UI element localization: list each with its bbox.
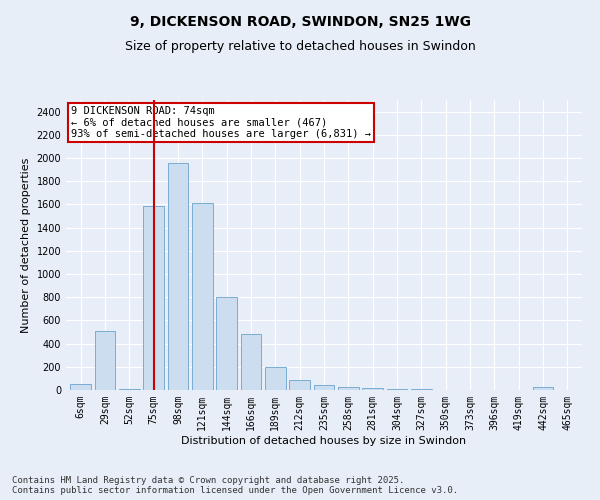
Bar	[289, 380, 310, 390]
Bar	[192, 203, 212, 390]
Bar	[216, 297, 237, 390]
Text: Size of property relative to detached houses in Swindon: Size of property relative to detached ho…	[125, 40, 475, 53]
Y-axis label: Number of detached properties: Number of detached properties	[21, 158, 31, 332]
Bar	[265, 368, 286, 390]
Bar	[314, 386, 334, 390]
Bar	[167, 162, 188, 390]
Bar	[95, 331, 115, 390]
Bar	[533, 387, 553, 390]
Text: 9 DICKENSON ROAD: 74sqm
← 6% of detached houses are smaller (467)
93% of semi-de: 9 DICKENSON ROAD: 74sqm ← 6% of detached…	[71, 106, 371, 139]
Bar	[143, 206, 164, 390]
Bar	[386, 389, 407, 390]
Bar	[70, 384, 91, 390]
Bar	[241, 334, 262, 390]
X-axis label: Distribution of detached houses by size in Swindon: Distribution of detached houses by size …	[181, 436, 467, 446]
Bar	[362, 388, 383, 390]
Text: 9, DICKENSON ROAD, SWINDON, SN25 1WG: 9, DICKENSON ROAD, SWINDON, SN25 1WG	[130, 15, 470, 29]
Bar	[338, 387, 359, 390]
Text: Contains HM Land Registry data © Crown copyright and database right 2025.
Contai: Contains HM Land Registry data © Crown c…	[12, 476, 458, 495]
